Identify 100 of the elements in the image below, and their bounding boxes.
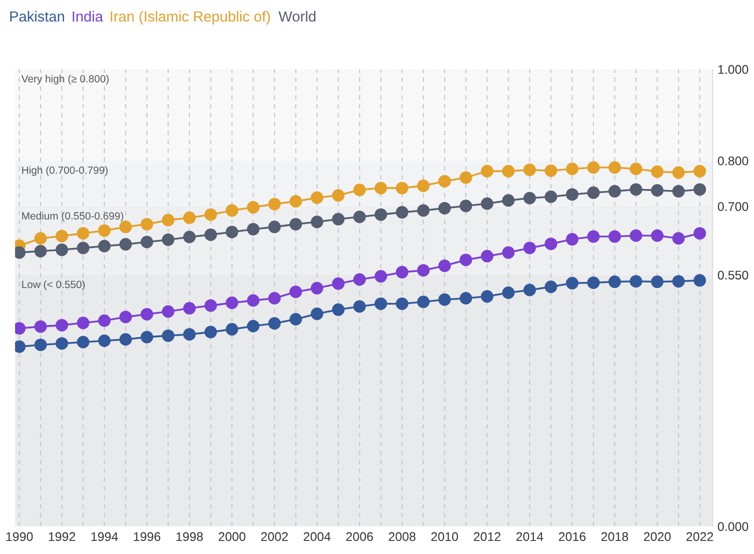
point — [650, 229, 664, 242]
point — [544, 280, 558, 294]
x-tick-label: 2002 — [261, 532, 288, 542]
point — [438, 174, 451, 188]
point — [417, 180, 430, 192]
point — [523, 242, 536, 254]
point — [417, 264, 430, 277]
x-tick-label: 1990 — [6, 532, 33, 542]
x-tick-label: 2022 — [686, 532, 714, 542]
point — [650, 184, 664, 197]
point — [268, 220, 281, 234]
point — [630, 275, 642, 288]
point — [438, 202, 451, 214]
point — [502, 164, 515, 178]
point — [587, 186, 600, 199]
point — [310, 282, 324, 294]
band-label: Very high (≥ 0.800) — [21, 74, 109, 85]
point — [98, 314, 111, 327]
point — [608, 276, 621, 288]
point — [523, 284, 536, 296]
point — [332, 303, 345, 316]
point — [502, 194, 515, 207]
point — [374, 297, 388, 310]
point — [544, 238, 558, 250]
point — [672, 185, 685, 198]
point — [332, 189, 345, 202]
point — [140, 330, 154, 344]
x-tick-label: 1992 — [48, 532, 76, 542]
point — [502, 286, 515, 299]
point — [587, 276, 600, 289]
point — [246, 294, 260, 307]
x-tick-label: 2012 — [474, 532, 500, 542]
point — [56, 230, 68, 242]
point — [226, 296, 238, 310]
point — [140, 308, 154, 320]
x-tick-label: 1994 — [91, 532, 118, 542]
point — [460, 254, 472, 266]
point — [290, 195, 302, 208]
y-tick-label: 0.000 — [718, 522, 748, 531]
point — [694, 183, 706, 196]
point — [374, 270, 388, 283]
point — [417, 204, 430, 217]
point — [226, 204, 238, 217]
point — [608, 185, 621, 198]
point — [162, 305, 174, 318]
point — [374, 208, 388, 221]
point — [119, 220, 132, 234]
x-tick-label: 2004 — [304, 532, 331, 542]
point — [268, 198, 281, 210]
point — [480, 290, 494, 303]
point — [76, 227, 90, 240]
band-label: High (0.700-0.799) — [22, 166, 108, 176]
point — [353, 210, 366, 224]
point — [332, 277, 345, 290]
point — [140, 236, 154, 248]
point — [630, 183, 642, 196]
point — [119, 310, 132, 324]
point — [502, 246, 515, 259]
point — [353, 273, 366, 286]
point — [672, 232, 685, 245]
point — [98, 224, 111, 237]
point — [56, 318, 68, 332]
band-label: Medium (0.550-0.699) — [22, 212, 124, 222]
y-tick-label: 0.800 — [718, 156, 748, 166]
point — [56, 337, 68, 350]
point — [523, 164, 536, 176]
point — [183, 328, 196, 341]
x-tick-label: 2008 — [388, 532, 416, 542]
point — [290, 313, 302, 326]
point — [396, 206, 408, 219]
point — [226, 226, 238, 238]
point — [246, 201, 260, 214]
point — [76, 242, 90, 254]
point — [310, 308, 324, 320]
point — [34, 338, 47, 352]
point — [396, 266, 408, 278]
point — [290, 286, 302, 298]
point — [34, 320, 47, 333]
x-tick-label: 2018 — [601, 532, 628, 542]
point — [332, 212, 345, 226]
text: India — [72, 10, 104, 22]
y-tick-label: 0.700 — [718, 202, 748, 212]
point — [268, 292, 281, 304]
point — [460, 171, 472, 184]
text: Pakistan — [10, 10, 64, 22]
x-tick-label: 2000 — [218, 532, 246, 542]
text: Iran (Islamic Republic of) — [110, 10, 270, 25]
point — [460, 200, 472, 212]
point — [587, 161, 600, 174]
x-tick-label: 1996 — [134, 532, 160, 542]
point — [650, 276, 664, 288]
point — [566, 188, 578, 201]
point — [630, 229, 642, 242]
point — [204, 326, 217, 338]
point — [162, 233, 174, 246]
point — [183, 212, 196, 224]
point — [162, 214, 174, 226]
band-label: Low (< 0.550) — [22, 280, 85, 290]
point — [566, 162, 578, 176]
point — [396, 297, 408, 310]
